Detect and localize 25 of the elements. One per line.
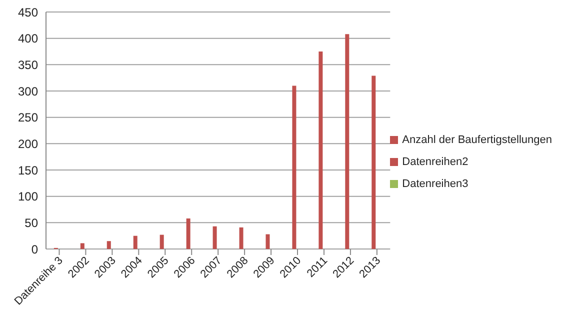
bar (345, 34, 350, 249)
y-tick-label: 50 (24, 216, 38, 230)
y-tick-label: 350 (18, 58, 38, 72)
bar (80, 243, 84, 249)
y-tick-label: 200 (18, 136, 38, 151)
y-tick-label: 0 (31, 242, 38, 256)
bar (292, 86, 296, 249)
bar (106, 241, 111, 249)
y-tick-label: 450 (18, 5, 38, 20)
bar (266, 234, 270, 249)
bar (318, 52, 323, 249)
bar (133, 236, 138, 249)
y-tick-label: 100 (18, 190, 38, 204)
bar (160, 234, 164, 249)
legend-label: Datenreihen2 (402, 156, 468, 168)
y-tick-label: 300 (18, 84, 38, 98)
bar (372, 76, 376, 249)
bar (239, 227, 244, 249)
y-tick-label: 400 (18, 32, 38, 46)
bar (212, 226, 217, 249)
y-tick-label: 250 (18, 110, 38, 125)
legend-label: Datenreihen3 (402, 178, 468, 190)
bar (186, 218, 190, 249)
y-tick-label: 150 (18, 163, 38, 178)
legend-label: Anzahl der Baufertigstellungen (402, 134, 552, 146)
